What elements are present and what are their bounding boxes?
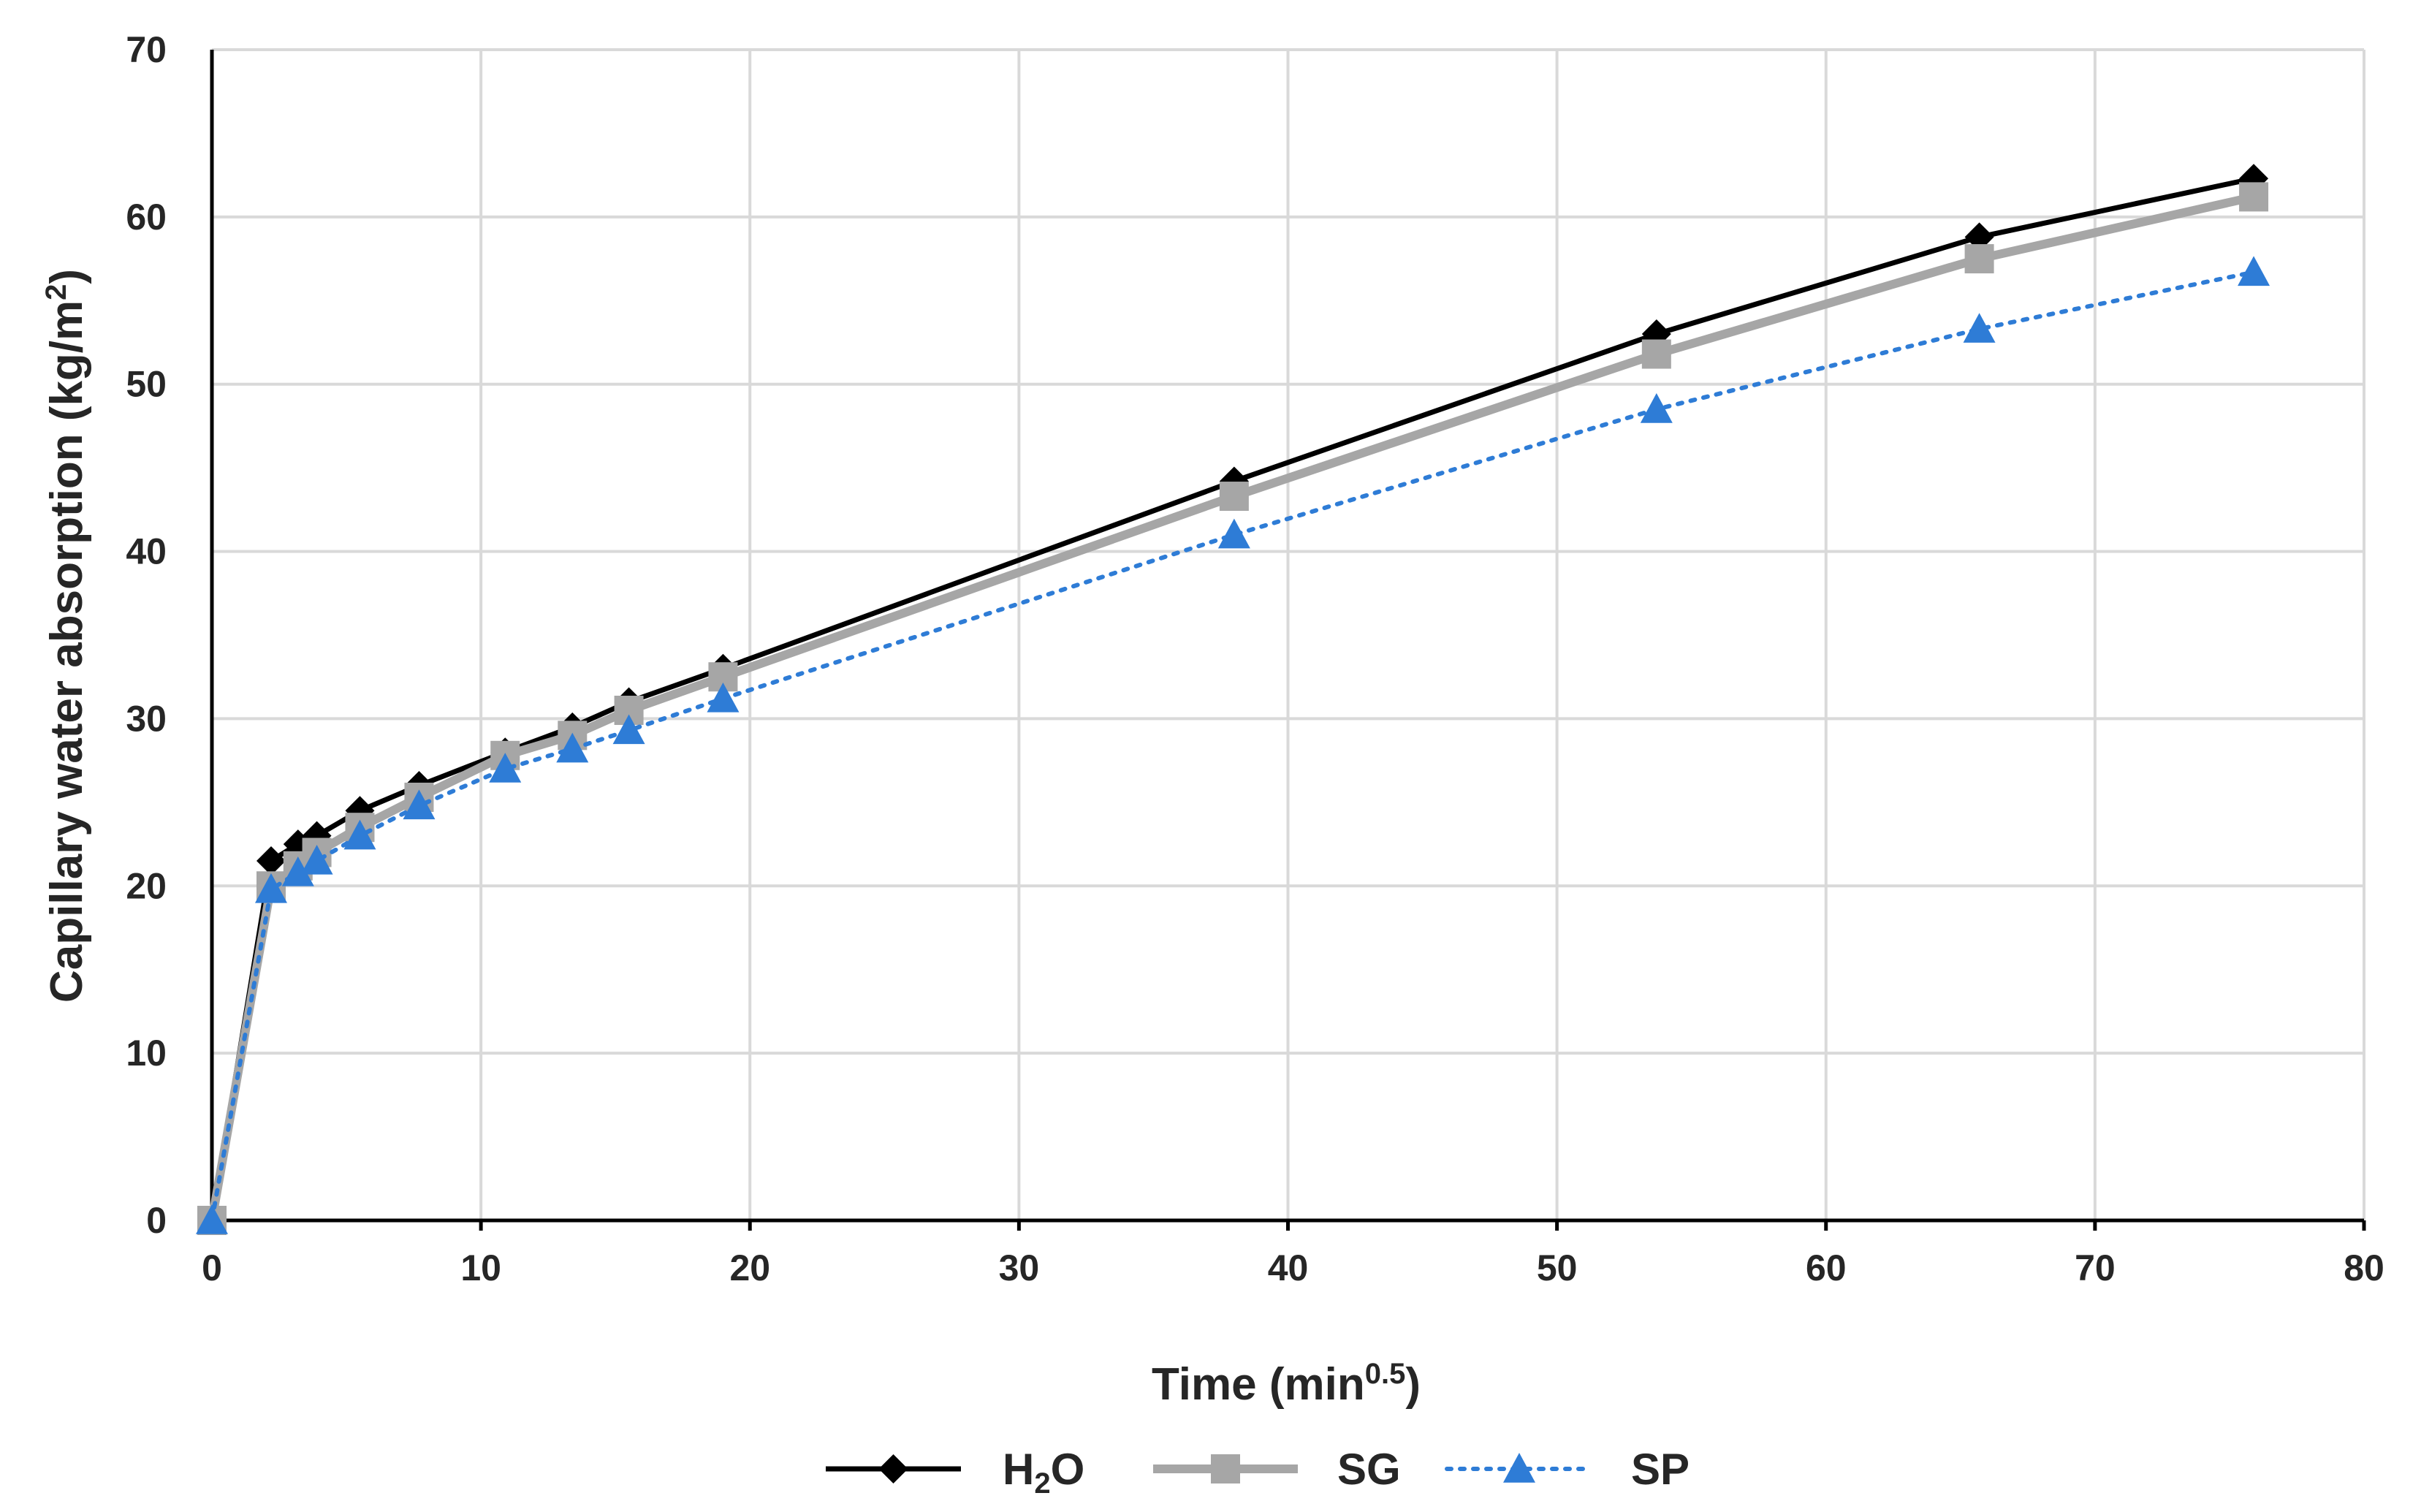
data-point-sp-5 [403, 789, 436, 820]
y-tick-label-70: 70 [126, 29, 167, 70]
legend-item-sp: SP [1445, 1445, 1690, 1494]
legend-item-h2o: H2O [826, 1445, 1084, 1500]
data-point-sp-6 [489, 753, 522, 783]
y-axis-title: Capillary water absorption (kg/m2) [40, 269, 92, 1003]
data-point-sp-8 [612, 714, 645, 745]
data-point-sg-11 [1641, 339, 1671, 369]
data-point-sp-7 [556, 732, 589, 763]
data-point-sp-0 [196, 1204, 228, 1234]
x-tick-label-70: 70 [2075, 1247, 2116, 1288]
data-point-sp-9 [707, 682, 740, 713]
legend-marker-sp [1503, 1453, 1535, 1483]
x-tick-label-80: 80 [2344, 1247, 2384, 1288]
legend-item-sg: SG [1153, 1445, 1401, 1494]
y-tick-label-40: 40 [126, 531, 167, 572]
data-point-h2o-1 [256, 846, 286, 875]
x-tick-label-10: 10 [460, 1247, 501, 1288]
series-group [196, 164, 2270, 1235]
data-point-sg-12 [1964, 244, 1994, 274]
legend-label-sg: SG [1337, 1445, 1401, 1494]
x-tick-label-30: 30 [999, 1247, 1040, 1288]
data-point-sp-4 [343, 819, 376, 850]
legend-label-sp: SP [1631, 1445, 1690, 1494]
axes [210, 50, 2366, 1231]
data-point-sp-2 [281, 856, 314, 886]
y-tick-label-50: 50 [126, 364, 167, 405]
data-point-sp-11 [1640, 393, 1673, 423]
legend-marker-sg [1211, 1454, 1240, 1483]
x-tick-label-20: 20 [729, 1247, 770, 1288]
legend-marker-h2o [878, 1454, 908, 1483]
y-tick-label-0: 0 [146, 1200, 167, 1241]
y-tick-label-30: 30 [126, 698, 167, 739]
tick-labels: 0 10 20 30 40 50 60 70 80 0 10 20 30 40 50 60 70 [126, 29, 2384, 1288]
x-tick-label-50: 50 [1537, 1247, 1578, 1288]
data-point-sp-10 [1217, 518, 1250, 549]
x-tick-label-60: 60 [1806, 1247, 1847, 1288]
data-point-sg-13 [2239, 182, 2269, 212]
gridlines [210, 48, 2365, 1222]
x-tick-label-0: 0 [202, 1247, 222, 1288]
data-point-sg-10 [1219, 482, 1249, 512]
x-tick-label-40: 40 [1268, 1247, 1309, 1288]
legend-label-h2o: H2O [1003, 1445, 1084, 1500]
data-point-sp-3 [300, 844, 333, 875]
data-point-sp-1 [254, 873, 287, 903]
series-sp [196, 256, 2270, 1234]
y-tick-label-10: 10 [126, 1033, 167, 1074]
legend: H2O SG SP [826, 1445, 1690, 1500]
x-axis-title: Time (min0.5) [1152, 1358, 1421, 1410]
y-tick-label-20: 20 [126, 865, 167, 906]
y-tick-label-60: 60 [126, 197, 167, 238]
data-point-sp-12 [1963, 313, 1996, 343]
data-point-sp-13 [2238, 256, 2270, 286]
